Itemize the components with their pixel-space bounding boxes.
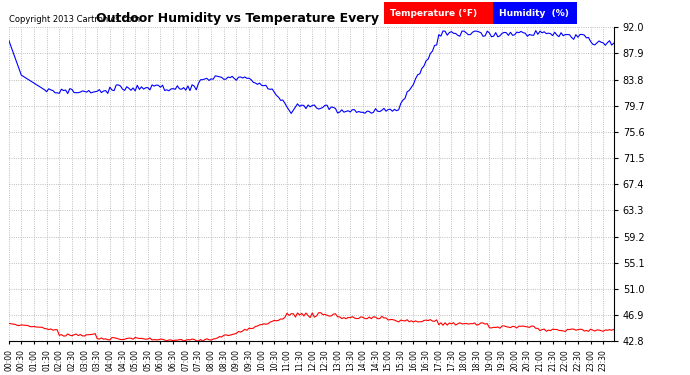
Title: Outdoor Humidity vs Temperature Every 5 Minutes 20131101: Outdoor Humidity vs Temperature Every 5 … — [96, 12, 526, 25]
Text: Copyright 2013 Cartronics.com: Copyright 2013 Cartronics.com — [9, 15, 140, 24]
Text: Humidity  (%): Humidity (%) — [499, 9, 569, 18]
FancyBboxPatch shape — [384, 2, 493, 24]
FancyBboxPatch shape — [493, 2, 578, 24]
Text: Temperature (°F): Temperature (°F) — [390, 9, 477, 18]
